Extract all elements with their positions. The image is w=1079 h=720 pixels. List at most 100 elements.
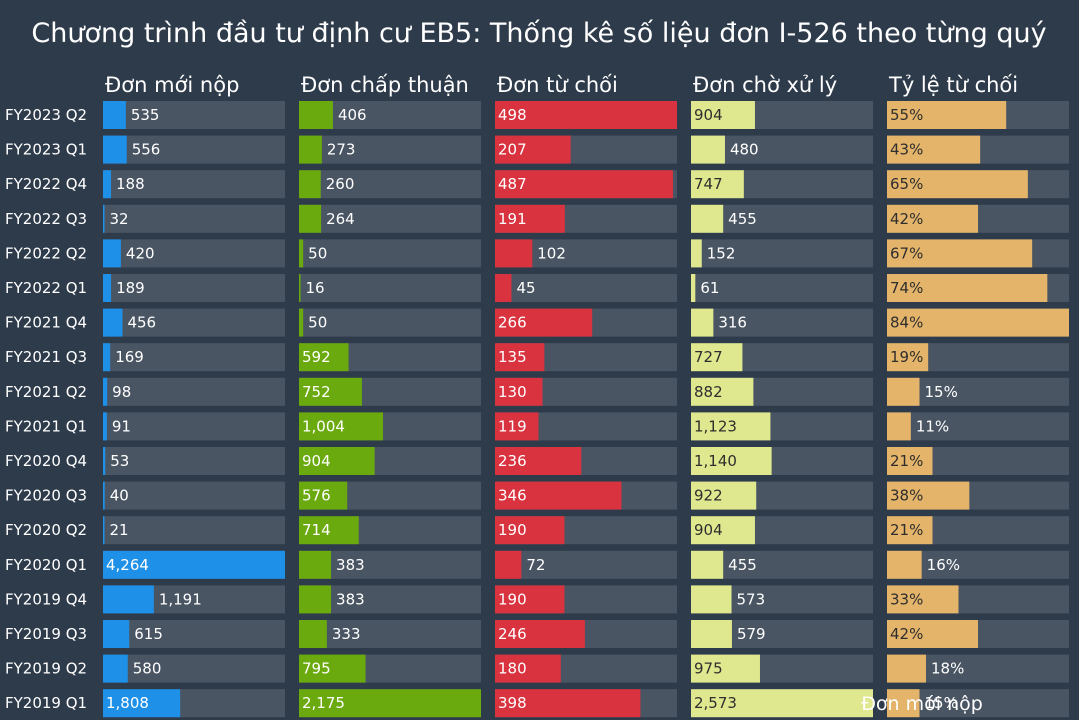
bar <box>299 101 333 129</box>
bar <box>103 101 126 129</box>
bar <box>887 101 1007 129</box>
bar-track <box>103 170 285 199</box>
bar <box>887 170 1028 199</box>
cell-fy2019-q3-col1: 615 <box>103 620 285 648</box>
cell-fy2022-q3-col5: 42% <box>887 204 1069 233</box>
column-header-5: Tỷ lệ từ chối <box>888 73 1018 97</box>
bar <box>103 447 106 475</box>
data-label: 16% <box>927 556 960 574</box>
data-label: 882 <box>694 383 723 401</box>
bar <box>299 620 327 648</box>
data-label: 45 <box>516 279 535 297</box>
bar <box>103 343 111 372</box>
bar <box>495 550 522 579</box>
row-label-fy2020-q4: FY2020 Q4 <box>5 452 87 470</box>
bar-track <box>495 550 677 579</box>
bar <box>299 377 362 406</box>
data-label: 383 <box>336 590 365 608</box>
data-label: 188 <box>116 175 145 193</box>
cell-fy2021-q4-col1: 456 <box>103 308 285 337</box>
bar <box>495 343 545 372</box>
bar-track <box>103 343 285 372</box>
bar-track <box>103 377 285 406</box>
data-label: 135 <box>498 348 527 366</box>
data-label: 2,573 <box>694 694 737 712</box>
cell-fy2021-q1-col3: 119 <box>495 412 677 441</box>
cell-fy2019-q1-col3: 398 <box>495 689 677 718</box>
bar-track <box>299 170 481 199</box>
bar <box>495 239 533 268</box>
data-label: 922 <box>694 487 723 505</box>
bar <box>691 170 744 199</box>
cell-fy2022-q3-col2: 264 <box>299 204 481 233</box>
cell-fy2022-q3-col4: 455 <box>691 204 873 233</box>
cell-fy2022-q4-col3: 487 <box>495 170 677 199</box>
row-label-fy2019-q4: FY2019 Q4 <box>5 590 87 608</box>
bar <box>691 550 724 579</box>
column-headers: Đơn mới nộp Đơn chấp thuận Đơn từ chối Đơn … <box>105 73 1018 97</box>
bar <box>103 481 105 510</box>
row-label-fy2023-q1: FY2023 Q1 <box>5 141 87 159</box>
bar <box>103 135 127 164</box>
bar <box>495 585 565 614</box>
data-label: 246 <box>498 625 527 643</box>
data-label: 1,808 <box>106 694 149 712</box>
bar <box>887 481 970 510</box>
data-label: 273 <box>327 141 356 159</box>
data-label: 1,191 <box>159 590 202 608</box>
cell-fy2022-q4-col4: 747 <box>691 170 873 199</box>
row-label-fy2019-q1: FY2019 Q1 <box>5 694 87 712</box>
cell-fy2020-q2-col5: 21% <box>887 516 1069 545</box>
cell-fy2020-q4-col4: 1,140 <box>691 447 873 475</box>
cell-fy2020-q2-col4: 904 <box>691 516 873 545</box>
data-label: 4,264 <box>106 556 149 574</box>
column-header-3: Đơn từ chối <box>497 73 618 97</box>
data-label: 67% <box>890 244 923 262</box>
bar <box>299 412 384 441</box>
data-label: 32 <box>110 210 129 228</box>
cell-fy2021-q4-col3: 266 <box>495 308 677 337</box>
bar <box>299 585 332 614</box>
cell-fy2020-q3-col3: 346 <box>495 481 677 510</box>
bar-track <box>103 516 285 545</box>
bar <box>495 689 641 718</box>
bar-track <box>103 239 285 268</box>
bar-track <box>299 620 481 648</box>
data-label: 169 <box>115 348 144 366</box>
bar-track <box>299 204 481 233</box>
bar-track <box>495 274 677 302</box>
data-label: 21% <box>890 452 923 470</box>
data-label: 455 <box>728 210 757 228</box>
data-label: 98 <box>112 383 131 401</box>
bar-track <box>103 447 285 475</box>
data-label: 535 <box>131 106 160 124</box>
bar <box>103 239 121 268</box>
bar <box>495 308 593 337</box>
row-label-fy2019-q2: FY2019 Q2 <box>5 660 87 678</box>
bar <box>691 481 757 510</box>
cell-fy2021-q3-col1: 169 <box>103 343 285 372</box>
cell-fy2019-q3-col4: 579 <box>691 620 873 648</box>
cell-fy2020-q1-col3: 72 <box>495 550 677 579</box>
data-label: 904 <box>302 452 331 470</box>
cell-fy2023-q1-col2: 273 <box>299 135 481 164</box>
cell-fy2023-q1-col1: 556 <box>103 135 285 164</box>
data-label: 260 <box>326 175 355 193</box>
data-label: 727 <box>694 348 723 366</box>
cell-fy2020-q4-col2: 904 <box>299 447 481 475</box>
bar <box>299 481 348 510</box>
bar <box>299 550 332 579</box>
bar <box>691 620 732 648</box>
data-label: 18% <box>931 660 964 678</box>
cell-fy2020-q1-col5: 16% <box>887 550 1069 579</box>
bar <box>691 412 771 441</box>
data-label: 130 <box>498 383 527 401</box>
bar-track <box>103 620 285 648</box>
bar <box>887 343 929 372</box>
chart-title: Chương trình đầu tư định cư EB5: Thống k… <box>31 18 1046 49</box>
bar <box>691 343 743 372</box>
column-header-4: Đơn chờ xử lý <box>693 73 837 97</box>
data-label: 33% <box>890 590 923 608</box>
row-label-fy2019-q3: FY2019 Q3 <box>5 625 87 643</box>
